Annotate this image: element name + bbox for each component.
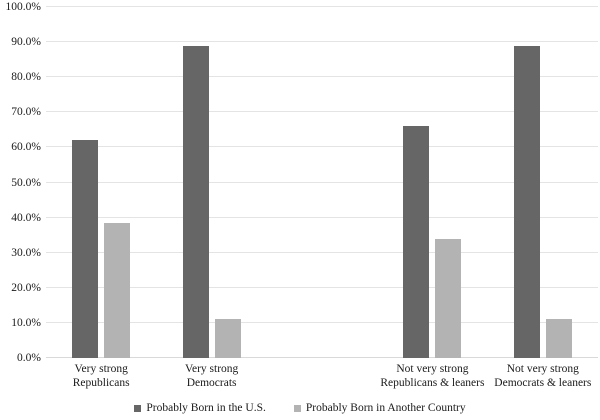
bar-group bbox=[377, 7, 487, 358]
x-axis-labels: Very strong Republicans Very strong Democra… bbox=[46, 362, 598, 390]
y-tick-label: 0.0% bbox=[17, 352, 41, 364]
bar-series-1-group-1 bbox=[214, 319, 241, 358]
x-category-label-line: Republicans & leaners bbox=[380, 377, 485, 389]
gridline bbox=[46, 111, 598, 113]
x-axis-line bbox=[46, 357, 598, 358]
bar-series-0-group-4 bbox=[513, 45, 540, 358]
y-tick-label: 50.0% bbox=[11, 176, 41, 189]
x-category-label: Very strong Republicans bbox=[46, 362, 156, 390]
x-category-label-line: Not very strong bbox=[506, 363, 579, 375]
gridline bbox=[46, 41, 598, 43]
legend-label-born-us: Probably Born in the U.S. bbox=[146, 402, 266, 414]
bar-group bbox=[156, 7, 266, 358]
x-category-label-line: Democrats & leaners bbox=[494, 377, 592, 389]
y-tick-label: 30.0% bbox=[11, 246, 41, 259]
legend: Probably Born in the U.S. Probably Born … bbox=[0, 402, 600, 414]
bar-group bbox=[488, 7, 598, 358]
bar-series-1-group-0 bbox=[104, 222, 131, 358]
bar-series-0-group-3 bbox=[403, 126, 430, 358]
bar-group bbox=[46, 7, 156, 358]
x-category-label-line: Very strong bbox=[74, 363, 128, 375]
gridline bbox=[46, 76, 598, 78]
y-tick-label: 40.0% bbox=[11, 211, 41, 224]
bar-series-1-group-3 bbox=[435, 238, 462, 358]
gridline bbox=[46, 146, 598, 148]
x-category-label: Very strong Democrats bbox=[156, 362, 266, 390]
gridline bbox=[46, 6, 598, 7]
bar-groups bbox=[46, 7, 598, 358]
y-tick-label: 20.0% bbox=[11, 281, 41, 294]
y-tick-label: 90.0% bbox=[11, 36, 41, 49]
bar-series-0-group-0 bbox=[72, 140, 99, 358]
legend-label-born-another-country: Probably Born in Another Country bbox=[305, 402, 466, 414]
x-category-label bbox=[267, 362, 377, 390]
y-tick-label: 80.0% bbox=[11, 71, 41, 84]
bar-series-1-group-4 bbox=[545, 319, 572, 358]
x-category-label-line: Republicans bbox=[72, 377, 130, 389]
legend-item-born-another-country: Probably Born in Another Country bbox=[293, 402, 466, 414]
gridline bbox=[46, 251, 598, 253]
legend-swatch-born-us-icon bbox=[134, 404, 142, 412]
gridline bbox=[46, 286, 598, 288]
gridline bbox=[46, 321, 598, 323]
y-tick-label: 100.0% bbox=[5, 1, 41, 13]
y-tick-label: 70.0% bbox=[11, 106, 41, 119]
bar-series-0-group-1 bbox=[182, 45, 209, 358]
x-category-label: Not very strong Republicans & leaners bbox=[377, 362, 487, 390]
y-tick-label: 60.0% bbox=[11, 141, 41, 154]
legend-swatch-born-another-country-icon bbox=[293, 404, 301, 412]
gridline bbox=[46, 216, 598, 218]
x-category-label: Not very strong Democrats & leaners bbox=[488, 362, 598, 390]
x-category-label-line: Not very strong bbox=[396, 363, 469, 375]
legend-item-born-us: Probably Born in the U.S. bbox=[134, 402, 266, 414]
bar-group bbox=[267, 7, 377, 358]
y-axis-labels: 0.0% 10.0% 20.0% 30.0% 40.0% 50.0% 60.0% 70.0% 8… bbox=[0, 1, 41, 364]
y-tick-label: 10.0% bbox=[11, 316, 41, 329]
x-category-label-line: Very strong bbox=[184, 363, 239, 375]
plot-area bbox=[46, 6, 598, 358]
x-category-label-line: Democrats bbox=[186, 377, 237, 389]
gridline bbox=[46, 181, 598, 183]
